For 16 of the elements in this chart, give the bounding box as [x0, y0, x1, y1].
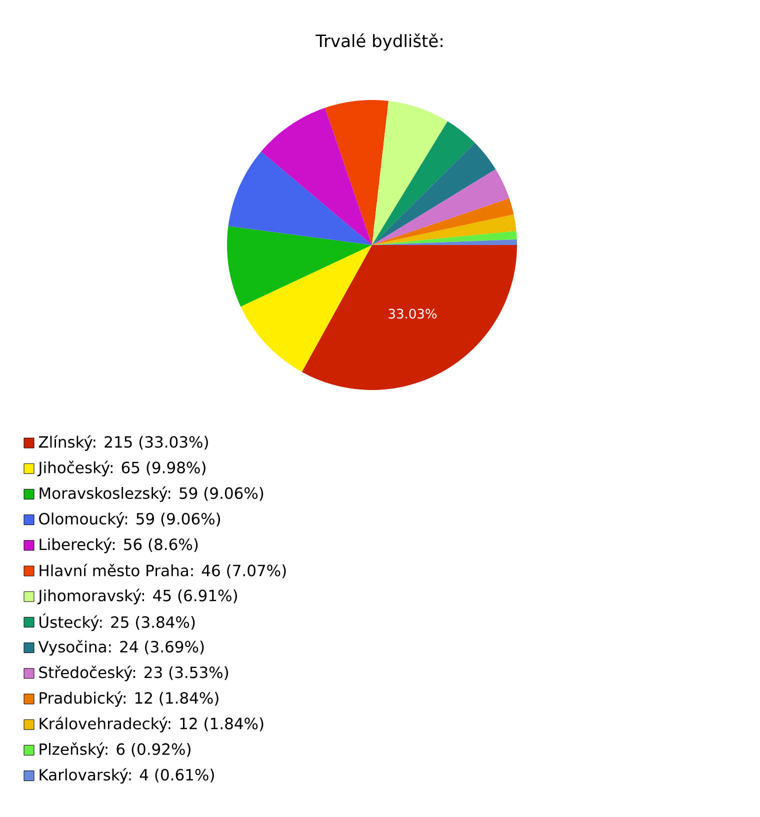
- data-label: 33.03%: [388, 308, 437, 319]
- legend-label: Zlínský: 215 (33.03%): [38, 435, 208, 451]
- legend-label: Pradubický: 12 (1.84%): [40, 691, 218, 707]
- legend-label: Středočeský: 23 (3.53%): [39, 666, 228, 682]
- legend-label: Jihomoravský: 45 (6.91%): [37, 588, 237, 604]
- legend-label: Jihočeský: 65 (9.98%): [37, 460, 206, 476]
- legend-label: Hlavní město Praha: 46 (7.07%): [40, 564, 286, 578]
- chart-title: Trvalé bydliště:: [316, 33, 442, 51]
- legend-label: Olomoucký: 59 (9.06%): [39, 512, 220, 528]
- legend-label: Plzeňský: 6 (0.92%): [40, 742, 190, 758]
- legend-label: Karlovarský: 4 (0.61%): [40, 768, 214, 784]
- legend-label: Královehradecký: 12 (1.84%): [40, 716, 264, 732]
- legend-label: Ústecký: 25 (3.84%): [40, 613, 195, 631]
- legend-label: Liberecký: 56 (8.6%): [40, 538, 198, 554]
- legend-label: Moravskoslezský: 59 (9.06%): [40, 486, 264, 502]
- legend-label: Vysočina: 24 (3.69%): [38, 640, 204, 656]
